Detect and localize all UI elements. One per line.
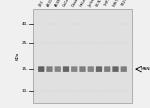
Text: A549: A549 — [54, 0, 62, 8]
FancyBboxPatch shape — [79, 66, 86, 72]
FancyBboxPatch shape — [46, 66, 53, 72]
FancyBboxPatch shape — [96, 66, 102, 72]
Text: MANF: MANF — [141, 67, 150, 71]
Text: 15-: 15- — [22, 67, 28, 71]
Text: SK-N-SH: SK-N-SH — [96, 0, 106, 8]
Text: 40-: 40- — [22, 22, 28, 26]
Text: 10-: 10- — [22, 89, 28, 93]
FancyBboxPatch shape — [121, 66, 127, 72]
FancyBboxPatch shape — [55, 66, 61, 72]
Text: KDa: KDa — [16, 52, 20, 60]
Bar — [33, 9, 132, 103]
FancyBboxPatch shape — [71, 66, 77, 72]
Text: YB2/0: YB2/0 — [120, 0, 129, 8]
Text: Jurkat: Jurkat — [87, 0, 96, 8]
Text: NIH/3T3: NIH/3T3 — [112, 0, 123, 8]
FancyBboxPatch shape — [104, 66, 110, 72]
FancyBboxPatch shape — [112, 66, 119, 72]
FancyBboxPatch shape — [38, 66, 44, 72]
Text: THP-1: THP-1 — [104, 0, 112, 8]
Text: HeLa: HeLa — [79, 0, 87, 8]
Text: A431: A431 — [46, 0, 54, 8]
Text: 25-: 25- — [22, 41, 28, 45]
Text: CaCo-2: CaCo-2 — [63, 0, 72, 8]
FancyBboxPatch shape — [63, 66, 69, 72]
Text: 293: 293 — [38, 0, 45, 8]
Text: Daudi: Daudi — [71, 0, 80, 8]
FancyBboxPatch shape — [88, 66, 94, 72]
